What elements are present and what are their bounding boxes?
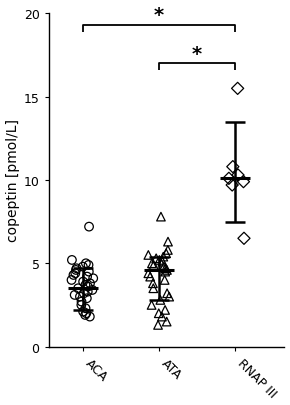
Point: [86, 269, 91, 275]
Point: [157, 257, 162, 264]
Y-axis label: copeptin [pmol/L]: copeptin [pmol/L]: [6, 119, 19, 242]
Point: [81, 290, 86, 297]
Point: [79, 298, 84, 305]
Point: [163, 307, 167, 313]
Point: [91, 275, 95, 282]
Point: [160, 313, 164, 320]
Point: [164, 319, 169, 325]
Point: [242, 235, 246, 242]
Point: [74, 265, 79, 272]
Point: [167, 294, 171, 300]
Point: [235, 86, 240, 92]
Point: [162, 264, 166, 270]
Point: [164, 250, 168, 257]
Point: [90, 287, 95, 294]
Point: [69, 277, 74, 284]
Point: [154, 256, 158, 262]
Text: *: *: [154, 6, 164, 25]
Point: [159, 214, 163, 220]
Point: [149, 302, 154, 309]
Point: [241, 179, 246, 185]
Text: *: *: [192, 45, 202, 64]
Point: [151, 280, 155, 287]
Point: [158, 297, 163, 303]
Point: [86, 262, 91, 269]
Point: [150, 260, 154, 267]
Point: [71, 272, 76, 279]
Point: [87, 224, 91, 230]
Point: [165, 267, 169, 273]
Point: [166, 239, 170, 245]
Point: [84, 295, 89, 302]
Point: [85, 274, 89, 280]
Point: [146, 252, 151, 258]
Point: [70, 257, 74, 264]
Point: [151, 262, 156, 269]
Point: [148, 274, 153, 280]
Point: [230, 182, 235, 189]
Point: [226, 176, 231, 182]
Point: [165, 290, 169, 297]
Point: [161, 254, 166, 260]
Point: [78, 294, 82, 300]
Point: [81, 264, 85, 270]
Point: [151, 285, 156, 292]
Point: [166, 247, 170, 254]
Point: [236, 172, 240, 179]
Point: [79, 302, 84, 309]
Point: [83, 312, 88, 318]
Point: [163, 265, 168, 272]
Point: [84, 260, 88, 267]
Point: [76, 285, 80, 292]
Point: [74, 267, 78, 273]
Point: [72, 292, 77, 298]
Point: [81, 309, 86, 315]
Point: [163, 269, 168, 275]
Point: [83, 282, 88, 288]
Point: [88, 280, 92, 287]
Point: [146, 271, 151, 277]
Point: [156, 310, 161, 317]
Point: [84, 310, 89, 317]
Point: [73, 271, 78, 277]
Point: [88, 313, 92, 320]
Point: [160, 259, 165, 265]
Point: [86, 289, 90, 295]
Point: [83, 305, 88, 312]
Point: [86, 284, 90, 290]
Point: [162, 277, 167, 284]
Point: [231, 164, 235, 171]
Point: [156, 322, 160, 328]
Point: [81, 279, 86, 285]
